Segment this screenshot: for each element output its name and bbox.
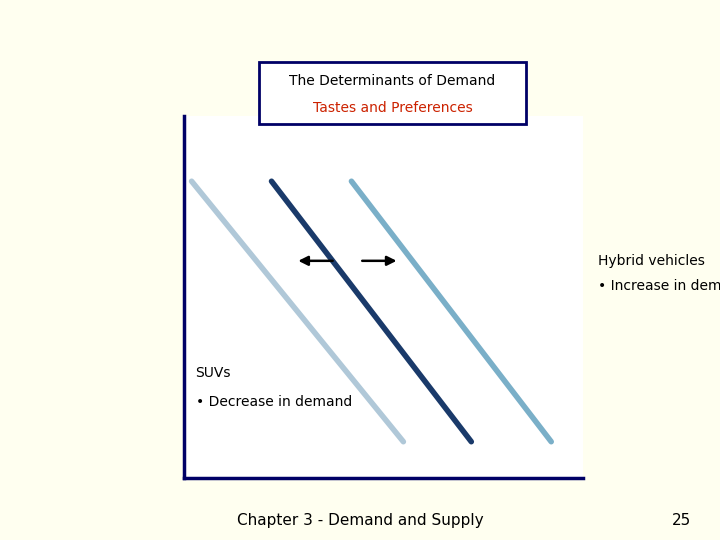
Text: 25: 25 xyxy=(672,513,691,528)
Text: • Increase in demand: • Increase in demand xyxy=(598,279,720,293)
Text: SUVs: SUVs xyxy=(196,366,231,380)
Text: • Decrease in demand: • Decrease in demand xyxy=(196,395,352,409)
Text: Chapter 3 - Demand and Supply: Chapter 3 - Demand and Supply xyxy=(237,513,483,528)
Text: Tastes and Preferences: Tastes and Preferences xyxy=(312,101,472,115)
Text: Hybrid vehicles: Hybrid vehicles xyxy=(598,254,704,268)
Text: The Determinants of Demand: The Determinants of Demand xyxy=(289,73,495,87)
